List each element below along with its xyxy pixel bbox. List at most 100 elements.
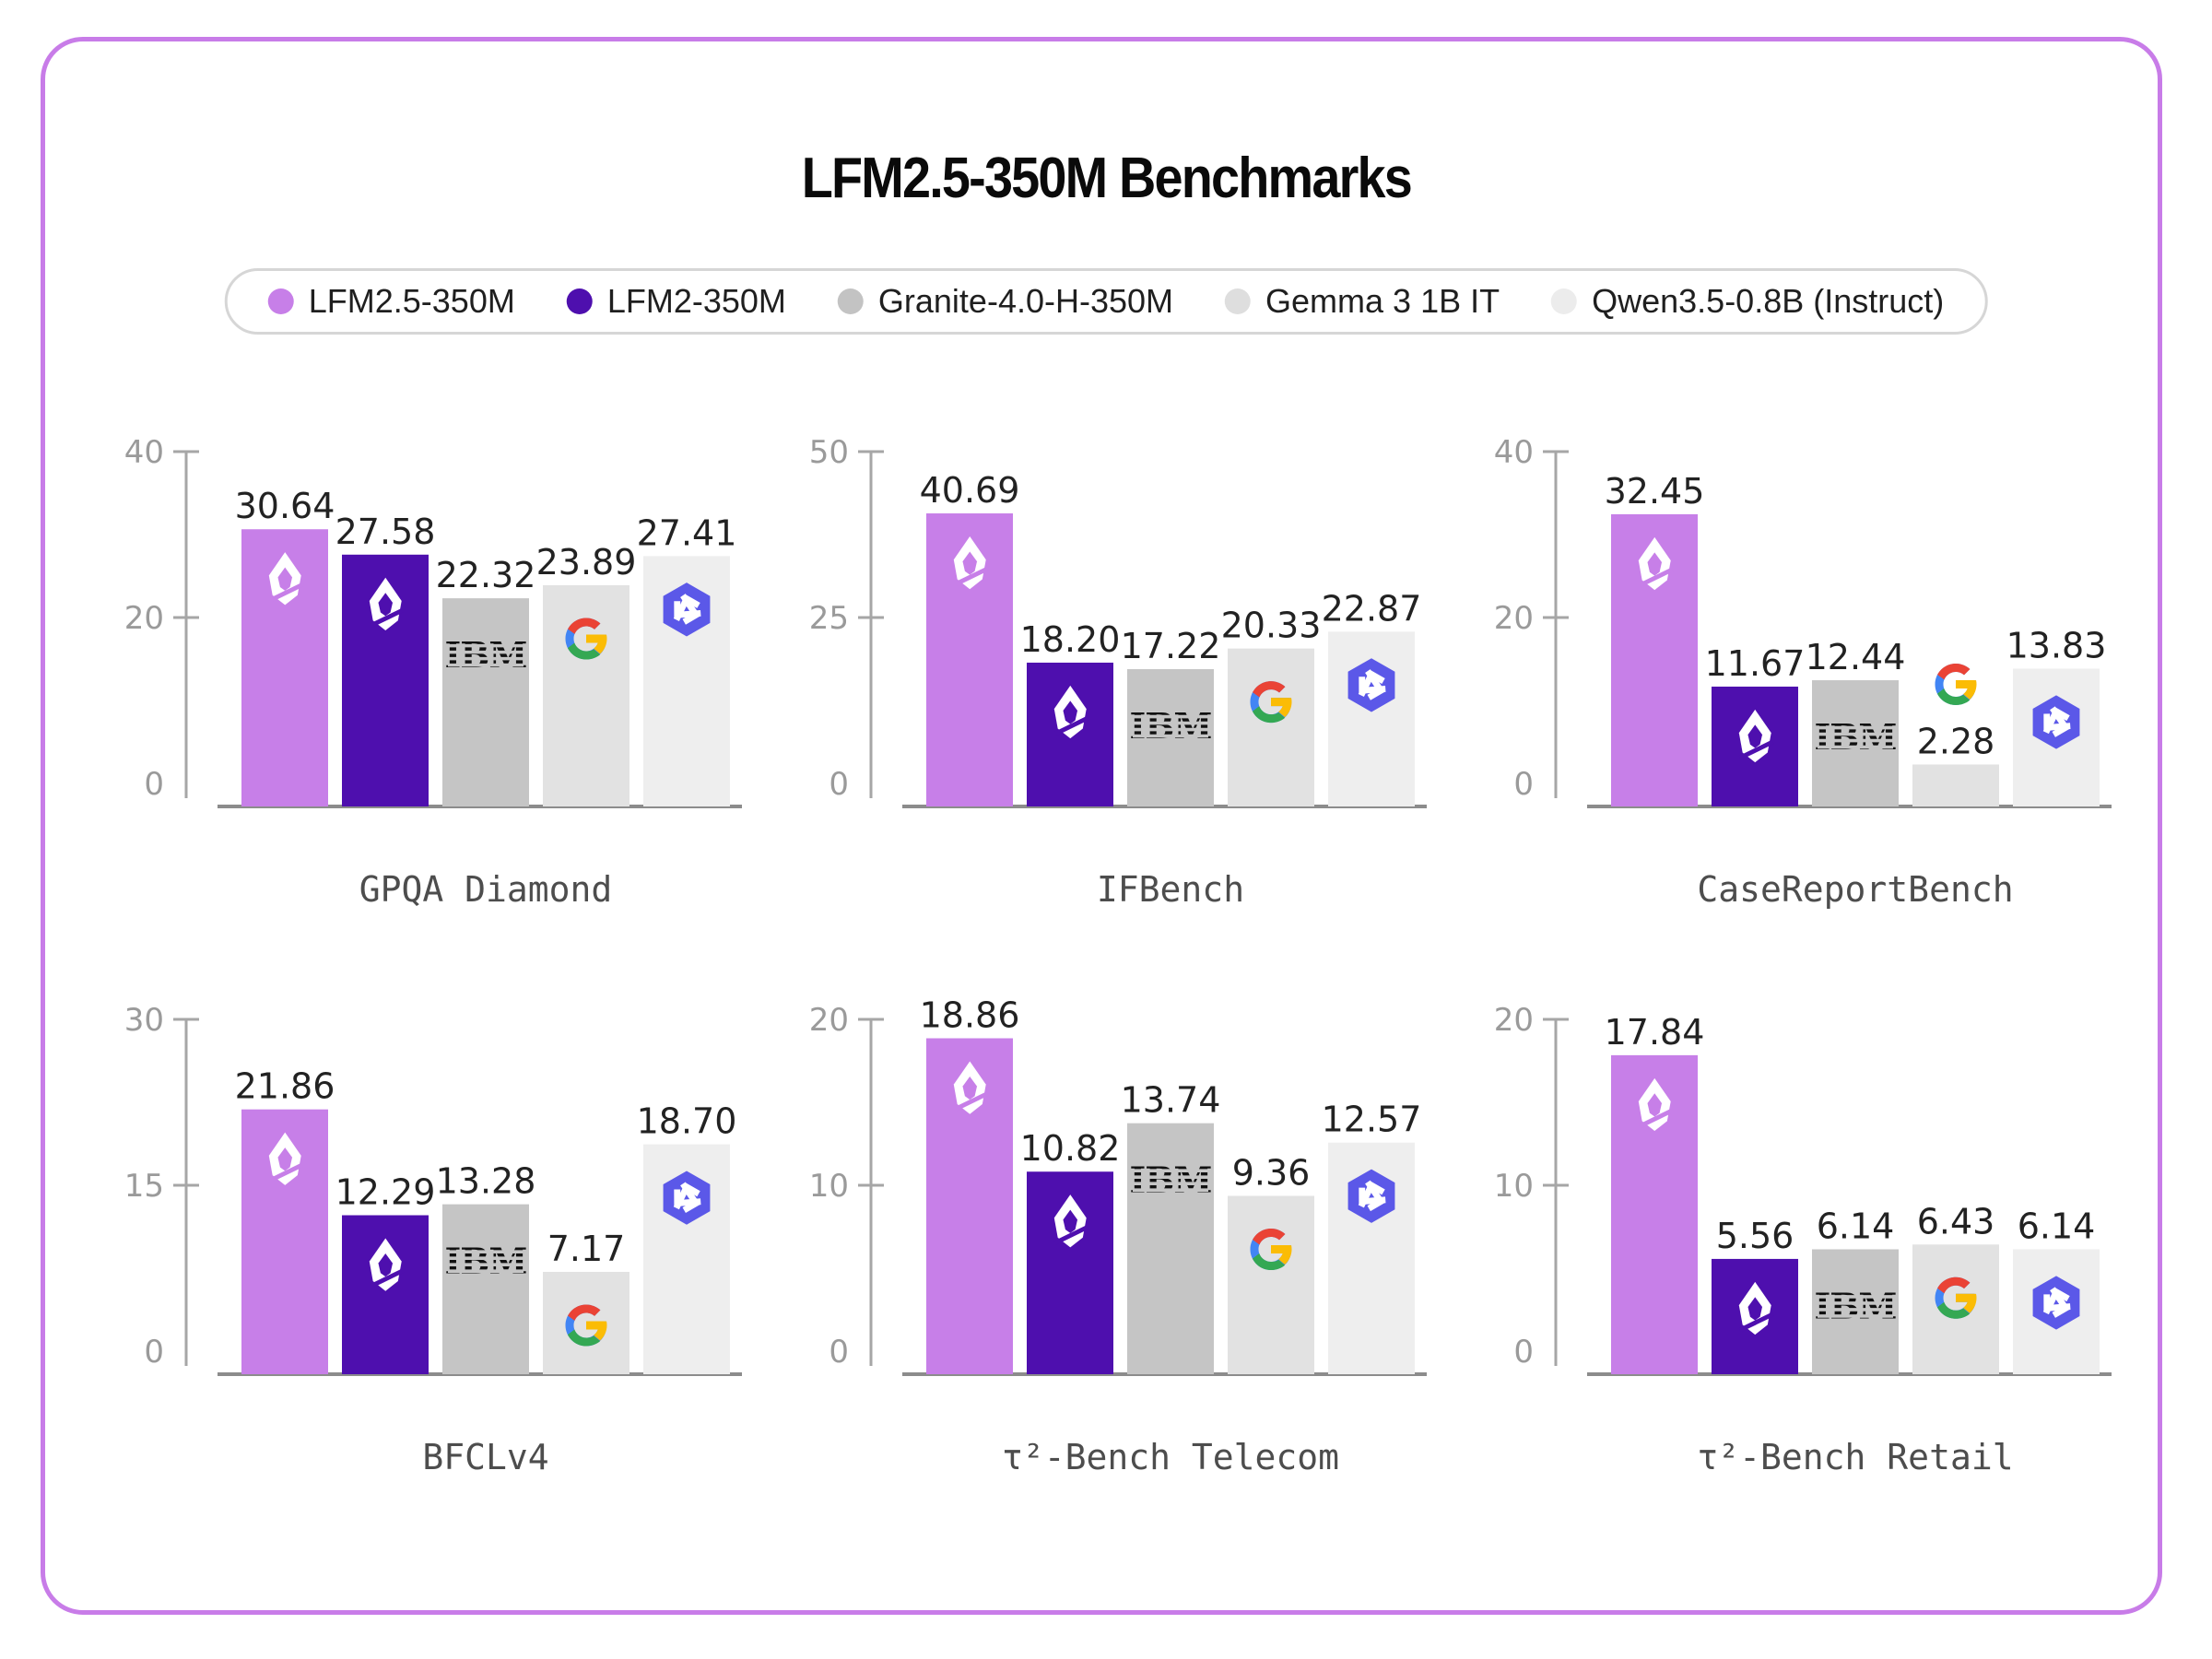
chart-svg: 0 20 40 32.45 11.67 12.44 IBM 2.28 13.83 CaseRepo… (1494, 434, 2112, 910)
outer-frame (41, 37, 2162, 1615)
value-label: 10.82 (1020, 1128, 1121, 1169)
chart-casereportbench: 0 20 40 32.45 11.67 12.44 IBM 2.28 13.83 CaseRepo… (1433, 396, 2118, 964)
chart-title: τ²-Bench Telecom (1002, 1437, 1339, 1477)
bar-granite-4-0-h-350m (442, 598, 529, 806)
bar-gemma-3-1b-it (1228, 648, 1314, 806)
page-title-text: LFM2.5-350M Benchmarks (801, 147, 1412, 210)
legend-item: LFM2-350M (566, 282, 786, 321)
liquid-drop-logo-icon (1638, 536, 1674, 591)
value-label: 9.36 (1232, 1153, 1311, 1194)
bar-gemma-3-1b-it (1912, 764, 1999, 806)
value-label: 17.22 (1121, 626, 1221, 666)
chart-title: BFCLv4 (422, 1437, 548, 1477)
legend-label: Qwen3.5-0.8B (Instruct) (1592, 282, 1945, 320)
bar-granite-4-0-h-350m (1812, 680, 1899, 806)
y-tick-label: 30 (124, 1002, 164, 1039)
liquid-drop-logo-icon (268, 552, 304, 606)
legend-label: Granite-4.0-H-350M (877, 282, 1174, 320)
legend-dot-icon (1551, 288, 1578, 314)
svg-text:IBM: IBM (1815, 716, 1897, 758)
chart-bfclv4: 0 15 30 21.86 12.29 13.28 IBM 7.17 18.70 BFCLv4 (64, 964, 748, 1532)
value-label: 22.87 (1322, 588, 1422, 629)
value-label: 40.69 (920, 470, 1020, 511)
bar-qwen3-5-0-8b-instruct (1328, 631, 1415, 806)
svg-text:IBM: IBM (1815, 1285, 1897, 1326)
liquid-drop-logo-icon (369, 1238, 405, 1291)
value-label: 27.41 (637, 512, 737, 553)
y-tick-label: 20 (809, 1002, 849, 1039)
liquid-drop-logo-icon (1738, 1281, 1774, 1335)
liquid-drop-logo-icon (1638, 1077, 1674, 1132)
legend-item: Granite-4.0-H-350M (837, 282, 1174, 321)
legend-label: LFM2.5-350M (308, 282, 515, 320)
legend-item: LFM2.5-350M (267, 282, 515, 321)
value-label: 12.57 (1322, 1100, 1422, 1140)
y-tick-label: 20 (124, 600, 164, 637)
value-label: 18.70 (637, 1101, 737, 1142)
value-label: 6.14 (2018, 1206, 2096, 1246)
y-tick-label: 0 (144, 1334, 164, 1371)
y-tick-label: 0 (829, 1334, 849, 1371)
qwen-logo-icon (663, 1171, 711, 1225)
liquid-drop-logo-icon (1053, 1194, 1089, 1248)
ibm-logo-icon: IBM (445, 634, 528, 676)
y-tick-label: 20 (1494, 600, 1534, 637)
liquid-drop-logo-icon (1053, 685, 1089, 739)
ibm-logo-icon: IBM (1815, 716, 1898, 758)
y-tick-label: 0 (144, 766, 164, 803)
y-tick-label: 10 (1494, 1168, 1534, 1205)
chart-title: GPQA Diamond (359, 869, 613, 910)
legend-item: Gemma 3 1B IT (1225, 282, 1500, 321)
value-label: 13.74 (1121, 1080, 1221, 1121)
y-tick-label: 40 (1494, 434, 1534, 471)
liquid-drop-logo-icon (1738, 709, 1774, 763)
y-tick-label: 40 (124, 434, 164, 471)
legend-dot-icon (267, 288, 294, 314)
google-g-logo-icon (565, 1304, 607, 1347)
y-tick-label: 15 (124, 1168, 164, 1205)
chart-bench-retail: 0 10 20 17.84 5.56 6.14 IBM 6.43 6.14 τ²-Bench Re… (1433, 964, 2118, 1532)
value-label: 12.29 (335, 1172, 436, 1213)
chart-title: CaseReportBench (1697, 869, 2013, 910)
qwen-logo-icon (1347, 658, 1395, 712)
y-tick-label: 25 (809, 600, 849, 637)
liquid-drop-logo-icon (268, 1132, 304, 1185)
y-tick-label: 20 (1494, 1002, 1534, 1039)
legend: LFM2.5-350M LFM2-350M Granite-4.0-H-350M Ge… (224, 268, 1988, 335)
value-label: 13.28 (436, 1161, 536, 1202)
liquid-drop-logo-icon (369, 577, 405, 630)
svg-text:IBM: IBM (1130, 705, 1212, 747)
value-label: 6.14 (1817, 1206, 1895, 1246)
y-tick-label: 50 (809, 434, 849, 471)
chart-title: τ²-Bench Retail (1697, 1437, 2013, 1477)
bar-granite-4-0-h-350m (1127, 1123, 1214, 1374)
legend-item: Qwen3.5-0.8B (Instruct) (1551, 282, 1944, 321)
qwen-logo-icon (2032, 1276, 2080, 1330)
chart-svg: 0 10 20 17.84 5.56 6.14 IBM 6.43 6.14 τ²-Bench Re… (1494, 1002, 2112, 1477)
liquid-drop-logo-icon (953, 535, 989, 590)
qwen-logo-icon (663, 582, 711, 637)
liquid-drop-logo-icon (953, 1061, 989, 1114)
bar-gemma-3-1b-it (1912, 1244, 1999, 1374)
legend-dot-icon (566, 288, 593, 314)
google-g-logo-icon (1935, 663, 1977, 705)
value-label: 32.45 (1605, 471, 1705, 512)
svg-text:IBM: IBM (445, 634, 527, 676)
ibm-logo-icon: IBM (1815, 1285, 1898, 1326)
legend-dot-icon (1225, 288, 1252, 314)
value-label: 7.17 (547, 1229, 626, 1269)
google-g-logo-icon (1250, 1229, 1292, 1271)
chart-bench-telecom: 0 10 20 18.86 10.82 13.74 IBM 9.36 12.57 τ²-Bench… (748, 964, 1433, 1532)
value-label: 23.89 (536, 542, 637, 582)
legend-dot-icon (837, 288, 864, 314)
chart-svg: 0 25 50 40.69 18.20 17.22 IBM 20.33 22.87 IFBench (809, 434, 1427, 910)
charts-grid: 0 20 40 30.64 27.58 22.32 IBM 23.89 27.41 GPQA Di… (64, 396, 2118, 1532)
value-label: 18.20 (1020, 619, 1121, 660)
value-label: 30.64 (235, 486, 335, 526)
chart-svg: 0 15 30 21.86 12.29 13.28 IBM 7.17 18.70 BFCLv4 (124, 1002, 742, 1477)
google-g-logo-icon (1250, 681, 1292, 724)
ibm-logo-icon: IBM (1130, 1159, 1213, 1201)
